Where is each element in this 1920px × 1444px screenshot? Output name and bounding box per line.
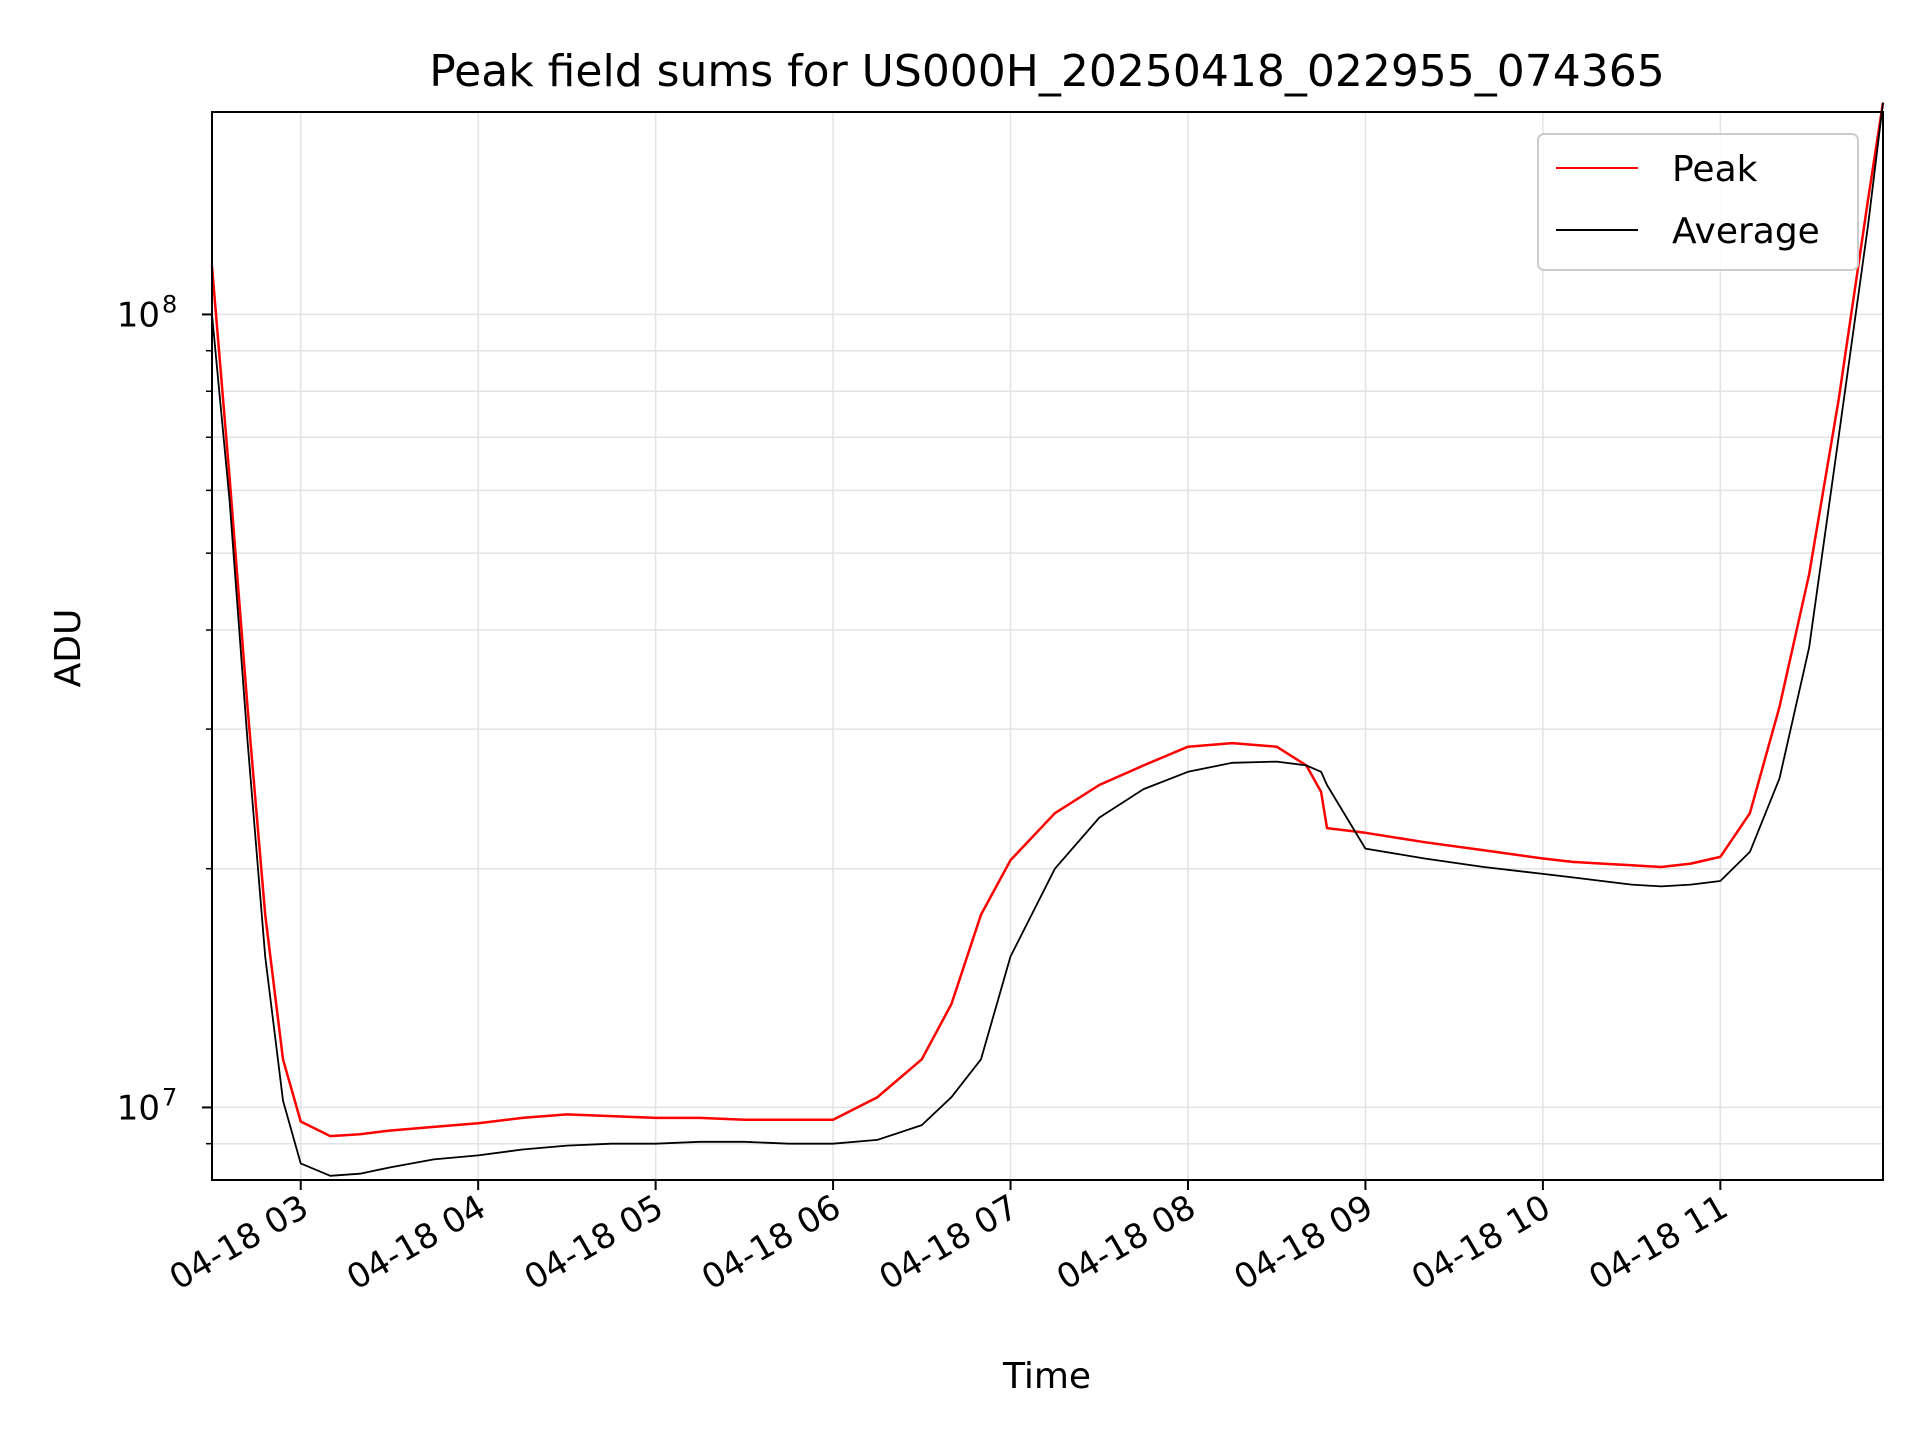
plot-frame	[211, 111, 1884, 1181]
legend-label-average: Average	[1672, 211, 1820, 252]
y-tick-label-exponent: 8	[162, 290, 177, 318]
y-axis-label: ADU	[48, 609, 89, 688]
grid	[212, 112, 1883, 1180]
y-tick-label: 10	[117, 295, 160, 335]
legend-label-peak: Peak	[1672, 149, 1758, 190]
x-axis-label: Time	[1002, 1356, 1091, 1397]
series-line-peak	[210, 102, 1885, 1138]
chart-title: Peak field sums for US000H_20250418_0229…	[429, 46, 1665, 97]
legend: Peak Average	[1537, 133, 1859, 271]
y-tick-label-exponent: 7	[162, 1083, 177, 1111]
y-tick-label: 10	[117, 1088, 160, 1128]
series-layer	[210, 102, 1885, 1177]
series-line-average	[211, 102, 1884, 1177]
